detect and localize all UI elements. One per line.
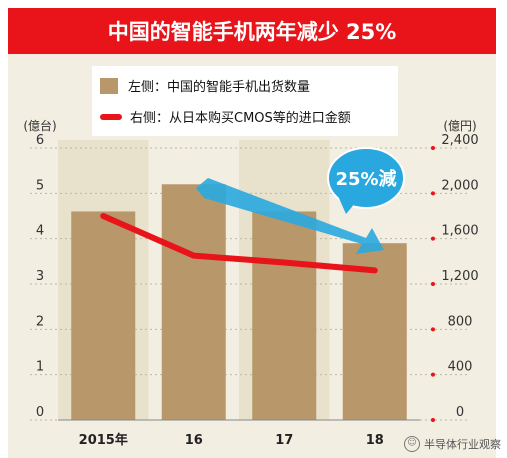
decline-arrow [196, 178, 384, 254]
right-tick-dot [431, 327, 435, 332]
left-tick-label: 3 [36, 269, 44, 284]
legend-item-bars: 左侧：中国的智能手机出货数量 [100, 76, 310, 95]
callout-tail [338, 196, 356, 214]
right-axis-label: (億円) [443, 119, 476, 133]
wechat-icon: ☺ [404, 436, 420, 452]
left-tick-label: 6 [36, 133, 44, 148]
left-tick-label: 0 [36, 405, 44, 420]
right-tick-dot [431, 146, 435, 150]
category-label: 18 [366, 433, 384, 448]
right-tick-label: 1,600 [441, 224, 478, 239]
chart-title: 中国的智能手机两年减少 25% [8, 8, 496, 54]
bar [71, 211, 136, 420]
left-tick-label: 2 [36, 314, 44, 329]
right-tick-label: 400 [448, 360, 473, 375]
left-tick-label: 5 [36, 178, 44, 193]
left-tick-label: 1 [36, 360, 44, 375]
right-tick-dot [431, 372, 435, 377]
right-tick-label: 2,000 [441, 178, 478, 193]
legend-bar-swatch [100, 77, 118, 94]
legend-line-swatch [100, 113, 122, 120]
right-tick-label: 0 [456, 405, 464, 420]
left-axis-label: (億台) [23, 118, 56, 133]
right-tick-dot [431, 418, 435, 422]
right-tick-dot [431, 191, 435, 196]
legend-item-line: 右侧：从日本购买CMOS等的进口金额 [100, 107, 351, 126]
left-tick-label: 4 [36, 224, 44, 239]
watermark-text: 半导体行业观察 [424, 438, 501, 451]
right-tick-label: 2,400 [441, 133, 478, 148]
right-tick-label: 1,200 [441, 269, 478, 284]
right-tick-dot [431, 236, 435, 241]
right-tick-label: 800 [448, 314, 473, 329]
category-label: 2015年 [79, 432, 128, 448]
bar [252, 211, 317, 420]
callout-bubble [327, 147, 405, 209]
category-label: 17 [275, 433, 293, 448]
callout-text: 25%減 [335, 168, 396, 190]
right-tick-dot [431, 282, 435, 286]
legend-line-label: 右侧：从日本购买CMOS等的进口金额 [130, 111, 351, 126]
legend-bar-label: 左侧：中国的智能手机出货数量 [128, 80, 311, 95]
legend: 左侧：中国的智能手机出货数量 右侧：从日本购买CMOS等的进口金额 [92, 66, 398, 136]
line-series [100, 213, 378, 274]
watermark: ☺ 半导体行业观察 [404, 436, 501, 452]
category-label: 16 [185, 433, 203, 448]
bar [161, 184, 226, 420]
